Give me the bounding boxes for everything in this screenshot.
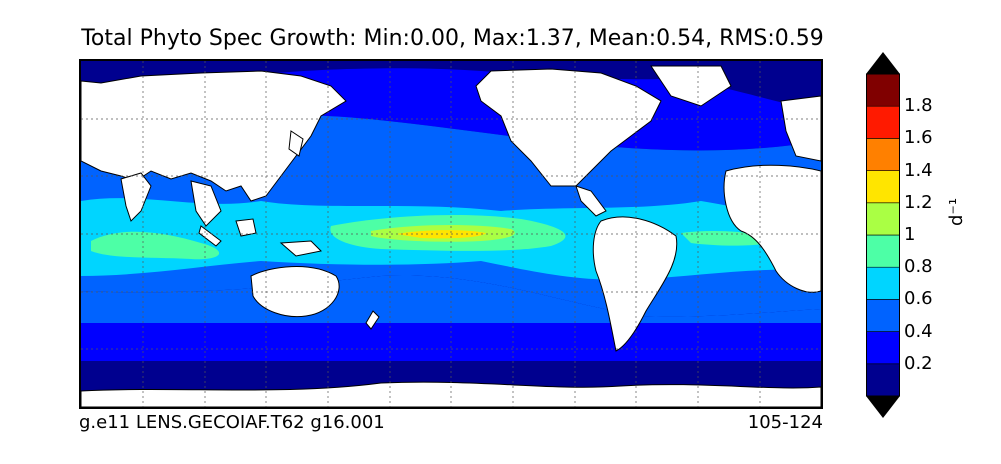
colorbar-tick-label: 0.2 bbox=[904, 352, 933, 374]
colorbar-outline bbox=[866, 73, 900, 397]
land-borneo bbox=[235, 218, 257, 237]
map-frame bbox=[79, 59, 823, 409]
colorbar-under-arrow bbox=[866, 396, 900, 418]
colorbar-tick-label: 0.8 bbox=[904, 256, 933, 278]
land-new-zealand bbox=[365, 310, 380, 330]
colorbar-level-5 bbox=[866, 202, 900, 236]
land-new-guinea bbox=[279, 240, 323, 257]
land-central-america bbox=[575, 185, 607, 217]
land-japan bbox=[288, 130, 304, 157]
colorbar-level-9 bbox=[866, 73, 900, 107]
colorbar-level-2 bbox=[866, 299, 900, 332]
footer-years: 105-124 bbox=[747, 412, 823, 433]
colorbar-level-4 bbox=[866, 234, 900, 268]
land-greenland bbox=[650, 65, 732, 107]
land-australia bbox=[250, 266, 340, 318]
land-south-america bbox=[592, 216, 678, 352]
land-sumatra bbox=[198, 225, 222, 247]
ocean-band-south-blue bbox=[81, 319, 821, 361]
grid-lines bbox=[81, 61, 821, 407]
map-title: Total Phyto Spec Growth: Min:0.00, Max:1… bbox=[81, 26, 824, 51]
map-canvas bbox=[81, 61, 821, 407]
land-africa bbox=[723, 164, 821, 293]
colorbar-level-7 bbox=[866, 138, 900, 171]
colorbar-tick-label: 1.6 bbox=[904, 127, 933, 149]
footer-case-name: g.e11 LENS.GECOIAF.T62 g16.001 bbox=[79, 412, 385, 433]
colorbar-tick-label: 0.4 bbox=[904, 320, 933, 342]
land-se-asia bbox=[190, 180, 222, 227]
colorbar-level-6 bbox=[866, 170, 900, 204]
colorbar-tick-label: 0.6 bbox=[904, 288, 933, 310]
colorbar-unit-label: d⁻¹ bbox=[946, 197, 967, 226]
colorbar-level-3 bbox=[866, 266, 900, 300]
land-masses bbox=[81, 65, 821, 407]
colorbar-over-arrow bbox=[866, 52, 900, 74]
ocean-zone-green-indian bbox=[91, 231, 220, 260]
colorbar-tick-label: 1.8 bbox=[904, 95, 933, 117]
land-india bbox=[120, 172, 152, 222]
colorbar-tick-label: 1 bbox=[904, 224, 916, 245]
colorbar-level-0 bbox=[866, 363, 900, 397]
colorbar-level-1 bbox=[866, 331, 900, 365]
colorbar-level-8 bbox=[866, 105, 900, 139]
land-antarctica bbox=[81, 381, 821, 407]
colorbar-tick-label: 1.2 bbox=[904, 191, 933, 213]
colorbar bbox=[866, 52, 900, 418]
land-north-america bbox=[475, 68, 662, 187]
colorbar-tick-label: 1.4 bbox=[904, 159, 933, 181]
land-europe bbox=[780, 95, 821, 162]
